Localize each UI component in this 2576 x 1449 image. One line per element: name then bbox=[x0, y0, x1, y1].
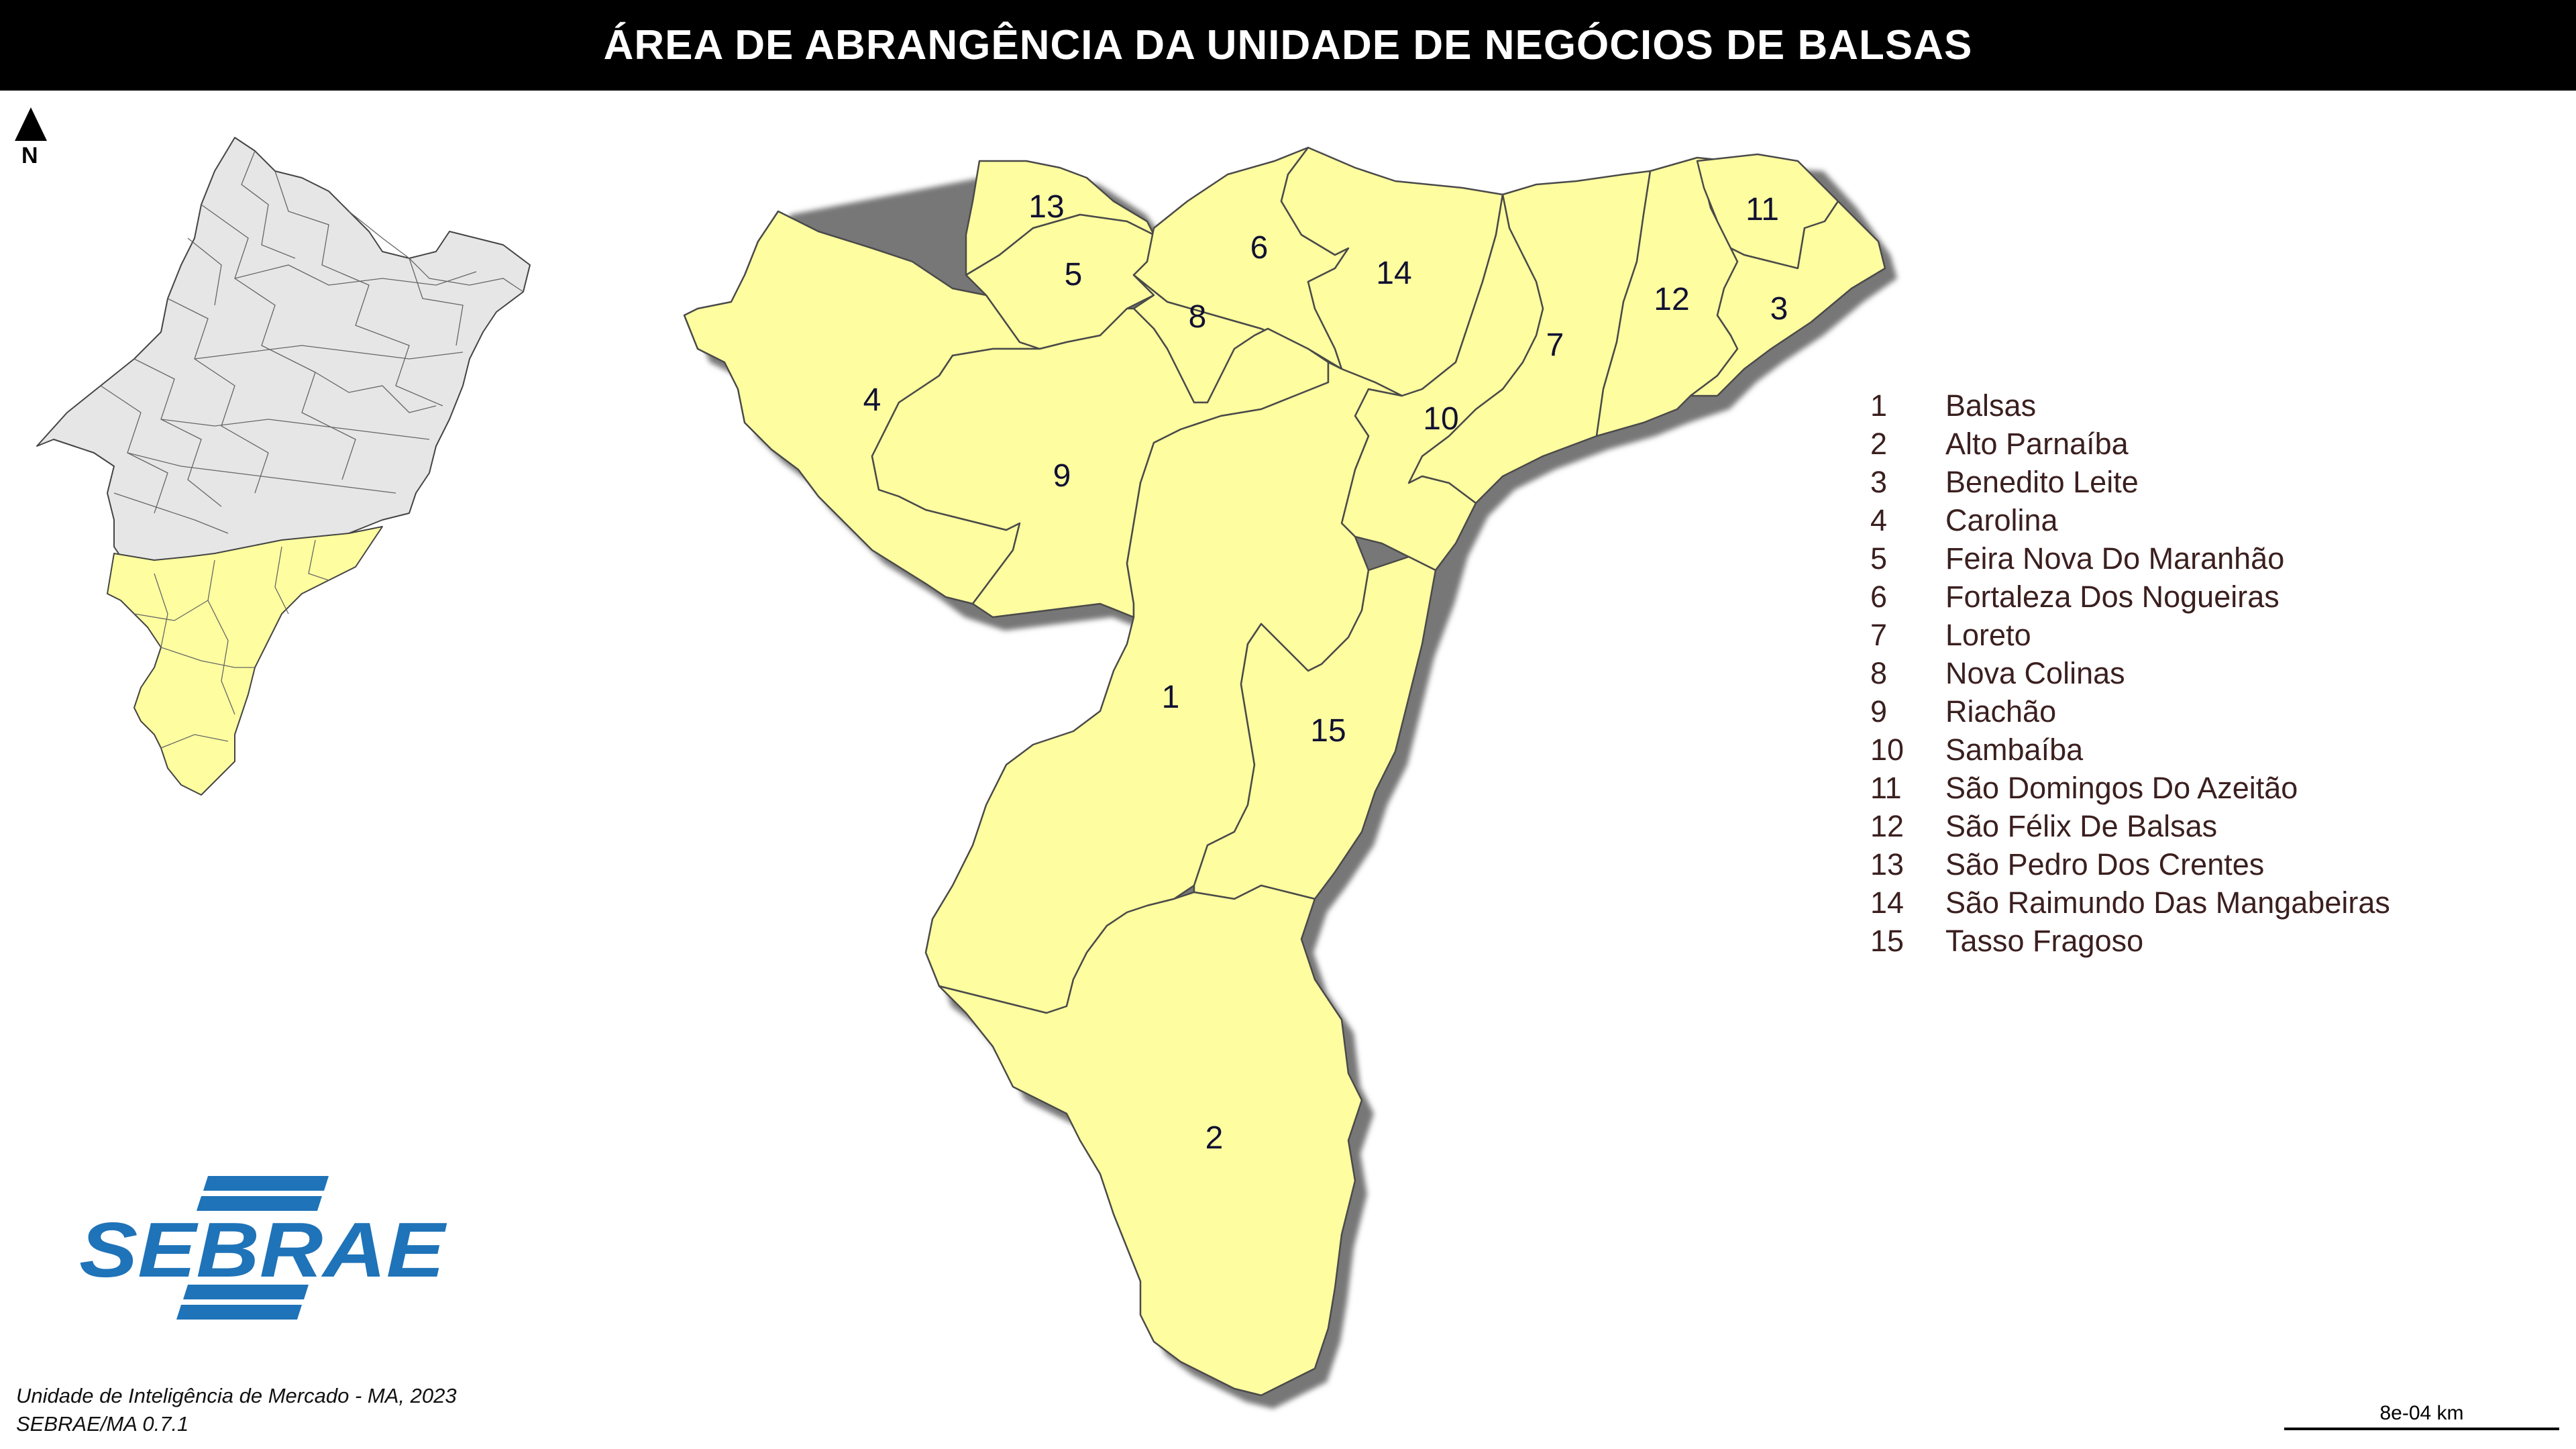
legend-item: 11 São Domingos Do Azeitão bbox=[1870, 769, 2390, 807]
legend-item: 15 Tasso Fragoso bbox=[1870, 922, 2390, 960]
region-label: 13 bbox=[1028, 189, 1064, 225]
region-label: 2 bbox=[1205, 1120, 1224, 1156]
legend-item: 5 Feira Nova Do Maranhão bbox=[1870, 539, 2390, 578]
legend-item: 10 Sambaíba bbox=[1870, 731, 2390, 769]
region-label: 7 bbox=[1546, 327, 1564, 363]
legend-number: 1 bbox=[1870, 388, 1888, 423]
legend-number: 11 bbox=[1870, 770, 1902, 805]
legend: 1 Balsas 2 Alto Parnaíba 3 Benedito Leite 4… bbox=[1870, 386, 2390, 960]
logo-text: SEBRAE bbox=[79, 1206, 447, 1293]
region-label: 3 bbox=[1770, 291, 1788, 327]
legend-name: Riachão bbox=[1945, 694, 2057, 729]
region-label: 11 bbox=[1746, 192, 1779, 227]
region-label: 8 bbox=[1189, 299, 1207, 335]
legend-number: 13 bbox=[1870, 847, 1904, 881]
region-label: 14 bbox=[1376, 256, 1411, 291]
scale-bar-line bbox=[2284, 1428, 2559, 1430]
map-title: ÁREA DE ABRANGÊNCIA DA UNIDADE DE NEGÓCI… bbox=[603, 22, 1973, 68]
legend-name: São Domingos Do Azeitão bbox=[1945, 770, 2298, 805]
legend-item: 14 São Raimundo Das Mangabeiras bbox=[1870, 883, 2390, 922]
region-label: 9 bbox=[1053, 458, 1071, 494]
north-arrow: N bbox=[13, 104, 54, 168]
legend-number: 15 bbox=[1870, 923, 1904, 958]
region-label: 4 bbox=[863, 382, 881, 418]
legend-number: 8 bbox=[1870, 655, 1888, 690]
legend-number: 5 bbox=[1870, 541, 1888, 576]
legend-name: São Raimundo Das Mangabeiras bbox=[1945, 885, 2390, 920]
region-alto-parnaiba[interactable] bbox=[938, 884, 1363, 1397]
legend-item: 12 São Félix De Balsas bbox=[1870, 807, 2390, 845]
legend-item: 7 Loreto bbox=[1870, 616, 2390, 654]
legend-number: 14 bbox=[1870, 885, 1904, 920]
legend-number: 3 bbox=[1870, 464, 1888, 499]
sebrae-logo: SEBRAE bbox=[79, 1176, 447, 1320]
legend-item: 3 Benedito Leite bbox=[1870, 463, 2390, 501]
legend-number: 12 bbox=[1870, 808, 1904, 843]
legend-name: Sambaíba bbox=[1945, 732, 2084, 767]
region-label: 1 bbox=[1162, 680, 1180, 715]
legend-item: 2 Alto Parnaíba bbox=[1870, 425, 2390, 463]
legend-name: São Félix De Balsas bbox=[1945, 808, 2218, 843]
legend-item: 9 Riachão bbox=[1870, 692, 2390, 731]
legend-name: Loreto bbox=[1945, 617, 2031, 652]
legend-number: 2 bbox=[1870, 426, 1888, 461]
legend-name: Carolina bbox=[1945, 502, 2058, 537]
footer-line-2: SEBRAE/MA 0.7.1 bbox=[16, 1412, 189, 1436]
legend-number: 7 bbox=[1870, 617, 1888, 652]
legend-item: 8 Nova Colinas bbox=[1870, 654, 2390, 692]
legend-number: 9 bbox=[1870, 694, 1888, 729]
region-label: 12 bbox=[1654, 282, 1689, 317]
region-label: 10 bbox=[1423, 401, 1458, 437]
north-arrow-icon bbox=[15, 107, 47, 141]
municipalities bbox=[683, 146, 1886, 1397]
legend-name: Tasso Fragoso bbox=[1945, 923, 2144, 958]
footer-line-1: Unidade de Inteligência de Mercado - MA,… bbox=[16, 1384, 457, 1407]
legend-name: São Pedro Dos Crentes bbox=[1945, 847, 2265, 881]
legend-name: Feira Nova Do Maranhão bbox=[1945, 541, 2285, 576]
legend-item: 4 Carolina bbox=[1870, 501, 2390, 539]
region-label: 5 bbox=[1065, 257, 1083, 292]
legend-number: 4 bbox=[1870, 502, 1888, 537]
legend-name: Benedito Leite bbox=[1945, 464, 2139, 499]
region-label: 6 bbox=[1250, 230, 1269, 266]
title-bar: ÁREA DE ABRANGÊNCIA DA UNIDADE DE NEGÓCI… bbox=[0, 0, 2576, 91]
legend-name: Alto Parnaíba bbox=[1945, 426, 2129, 461]
legend-item: 13 São Pedro Dos Crentes bbox=[1870, 845, 2390, 883]
inset-locator-map bbox=[36, 137, 531, 796]
region-labels: 1 2 3 4 5 6 7 8 9 10 11 12 13 14 15 bbox=[863, 189, 1788, 1156]
legend-name: Balsas bbox=[1945, 388, 2037, 423]
region-feira-nova-do-maranhao[interactable] bbox=[965, 213, 1155, 350]
legend-name: Fortaleza Dos Nogueiras bbox=[1945, 579, 2279, 614]
region-benedito-leite[interactable] bbox=[1689, 200, 1886, 397]
legend-number: 10 bbox=[1870, 732, 1904, 767]
legend-item: 1 Balsas bbox=[1870, 386, 2390, 425]
region-label: 15 bbox=[1310, 713, 1346, 749]
footer-credit: Unidade de Inteligência de Mercado - MA,… bbox=[16, 1382, 457, 1438]
legend-name: Nova Colinas bbox=[1945, 655, 2125, 690]
legend-number: 6 bbox=[1870, 579, 1888, 614]
north-label: N bbox=[21, 143, 38, 168]
scale-bar: 8e-04 km bbox=[2284, 1402, 2559, 1430]
scale-bar-label: 8e-04 km bbox=[2379, 1402, 2464, 1424]
legend-item: 6 Fortaleza Dos Nogueiras bbox=[1870, 578, 2390, 616]
